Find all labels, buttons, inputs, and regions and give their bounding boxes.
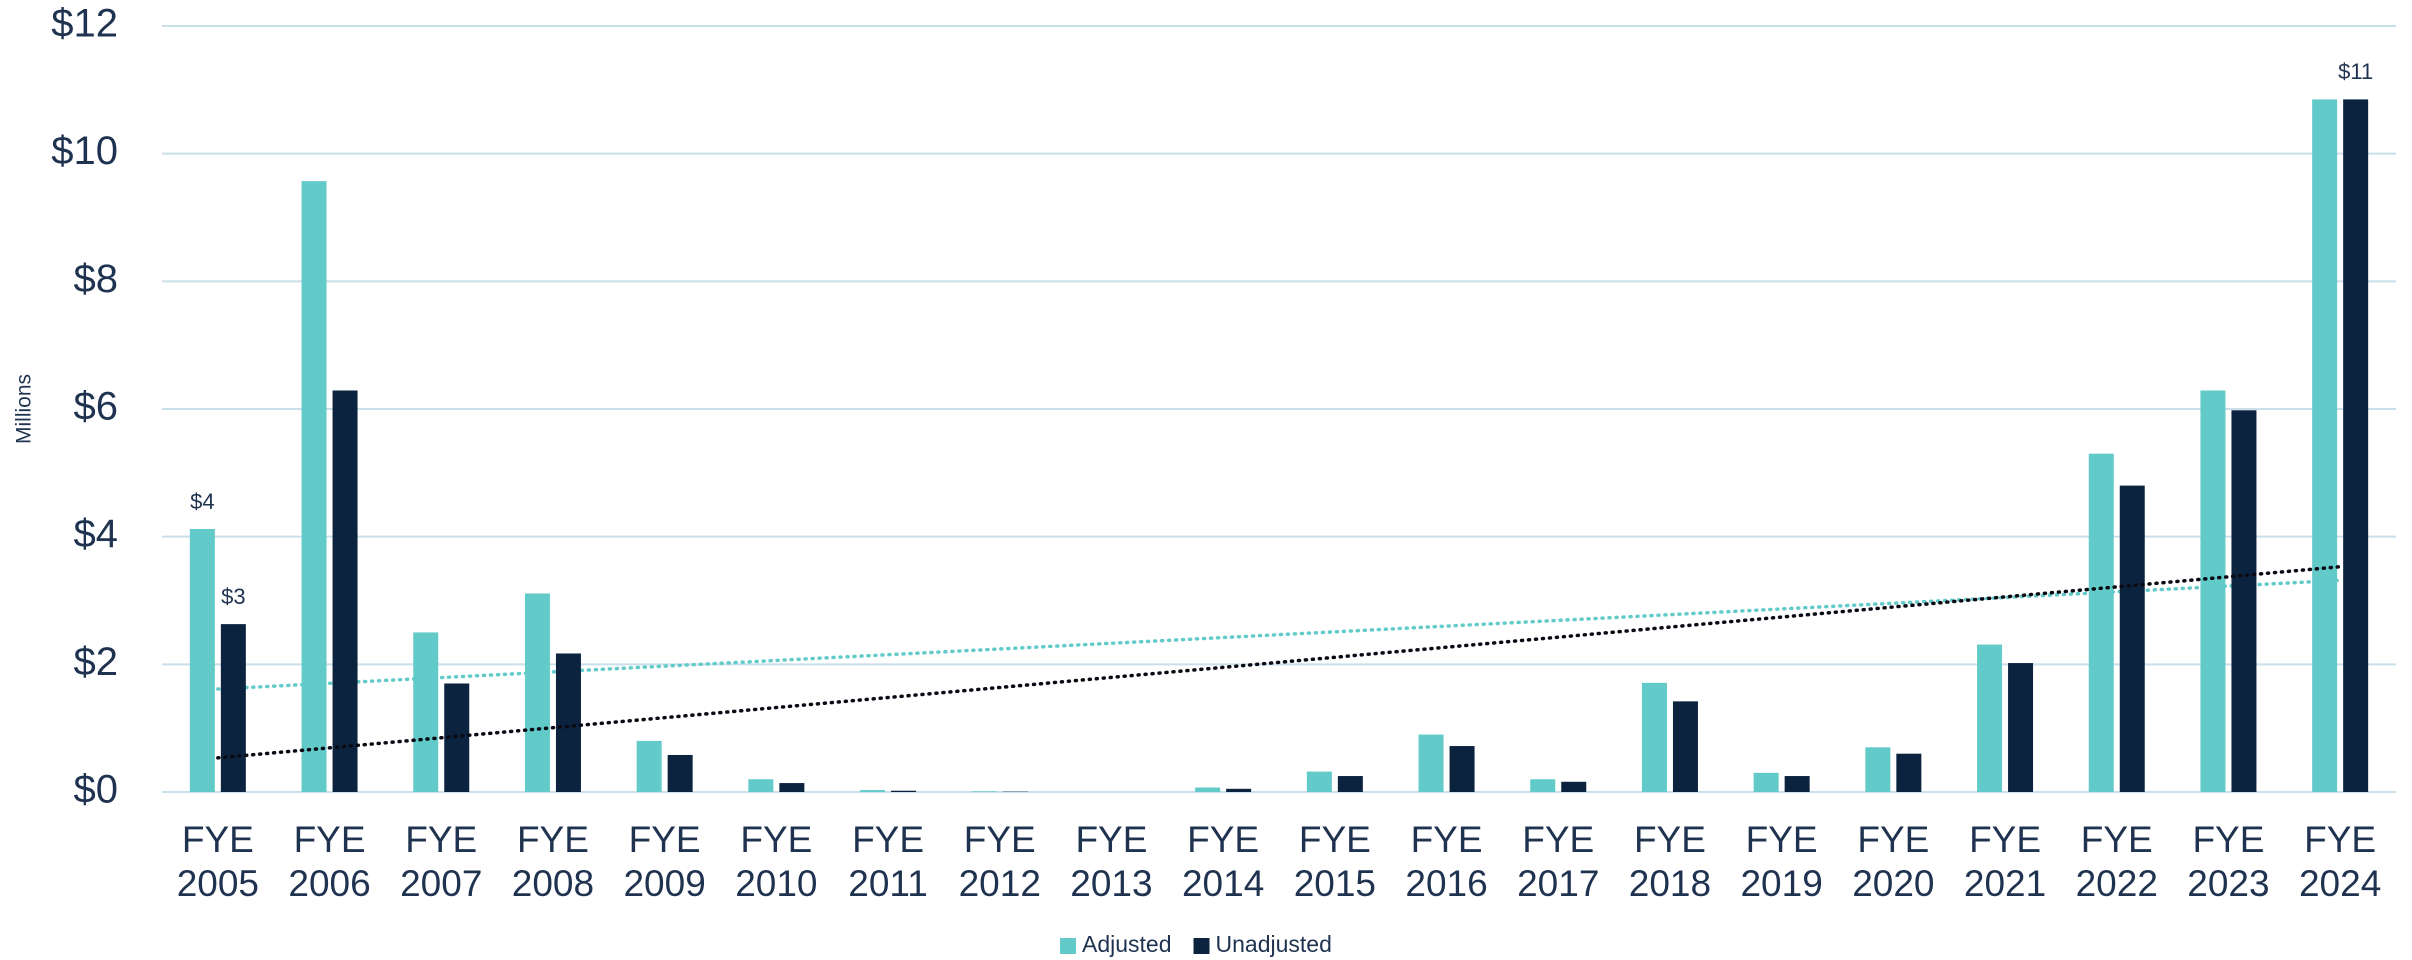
x-tick-label: FYE 2009 [623, 819, 706, 904]
y-tick-label: $4 [74, 512, 119, 556]
bar [636, 740, 662, 792]
bar [413, 632, 439, 792]
bar [2119, 485, 2145, 792]
bar [555, 653, 581, 792]
bar [1530, 779, 1556, 792]
bar [189, 529, 215, 792]
bar [1784, 776, 1810, 792]
y-tick-label: $10 [51, 129, 118, 173]
x-tick-label: FYE 2018 [1628, 819, 1712, 904]
trend-line [216, 564, 2342, 760]
x-tick-label: FYE 2020 [1852, 819, 1935, 904]
legend-label: Unadjusted [1216, 931, 1332, 957]
bar [667, 754, 693, 792]
x-tick-label: FYE 2021 [1963, 819, 2047, 904]
bar [220, 624, 246, 792]
x-tick-label: FYE 2024 [2298, 819, 2382, 904]
bar [2312, 99, 2338, 793]
bar [1977, 644, 2003, 792]
bar [1641, 682, 1667, 792]
bar [332, 390, 358, 792]
legend-swatch [1060, 938, 1076, 954]
x-tick-label: FYE 2019 [1740, 819, 1823, 904]
bar [2200, 390, 2226, 792]
bar [891, 790, 917, 792]
bar [779, 783, 805, 792]
y-tick-label: $6 [74, 385, 119, 429]
data-label: $3 [221, 584, 245, 609]
x-tick-label: FYE 2005 [176, 819, 259, 904]
x-tick-label: FYE 2023 [2187, 819, 2270, 904]
x-tick-label: FYE 2010 [735, 819, 818, 904]
x-tick-label: FYE 2012 [958, 819, 1041, 904]
bar [2343, 99, 2369, 793]
bar [1337, 776, 1363, 792]
bar [1418, 734, 1444, 792]
bar [1561, 781, 1587, 792]
x-tick-label: FYE 2008 [511, 819, 595, 904]
bar [748, 779, 774, 792]
x-tick-label: FYE 2011 [848, 819, 928, 904]
legend-label: Adjusted [1082, 931, 1172, 957]
trend-line [216, 578, 2342, 691]
bar [2231, 410, 2257, 792]
bar [1306, 771, 1332, 792]
x-tick-label: FYE 2017 [1517, 819, 1600, 904]
bar [1195, 787, 1221, 792]
bar [1896, 753, 1922, 792]
legend-swatch [1193, 938, 1210, 954]
bar [1753, 772, 1779, 792]
bar [2088, 453, 2114, 792]
x-tick-label: FYE 2022 [2075, 819, 2158, 904]
bar [1449, 746, 1475, 792]
bar [524, 593, 550, 792]
x-tick-label: FYE 2007 [400, 819, 483, 904]
data-label: $4 [190, 489, 214, 514]
data-label: $11 [2338, 59, 2373, 84]
y-tick-label: $0 [74, 768, 119, 812]
y-tick-label: $2 [74, 640, 119, 684]
x-tick-label: FYE 2016 [1405, 819, 1488, 904]
y-tick-label: $8 [74, 257, 119, 301]
y-tick-label: $12 [51, 2, 118, 46]
bar [971, 791, 997, 792]
bar [2008, 663, 2034, 792]
bar [1672, 701, 1698, 792]
bar [1226, 788, 1252, 792]
bar [301, 181, 327, 793]
x-tick-label: FYE 2013 [1070, 819, 1153, 904]
y-axis-label: Millions [13, 374, 36, 444]
x-tick-label: FYE 2014 [1181, 819, 1265, 904]
x-tick-label: FYE 2015 [1293, 819, 1376, 904]
x-tick-label: FYE 2006 [288, 819, 371, 904]
bar [860, 790, 886, 792]
bar [1865, 747, 1891, 792]
